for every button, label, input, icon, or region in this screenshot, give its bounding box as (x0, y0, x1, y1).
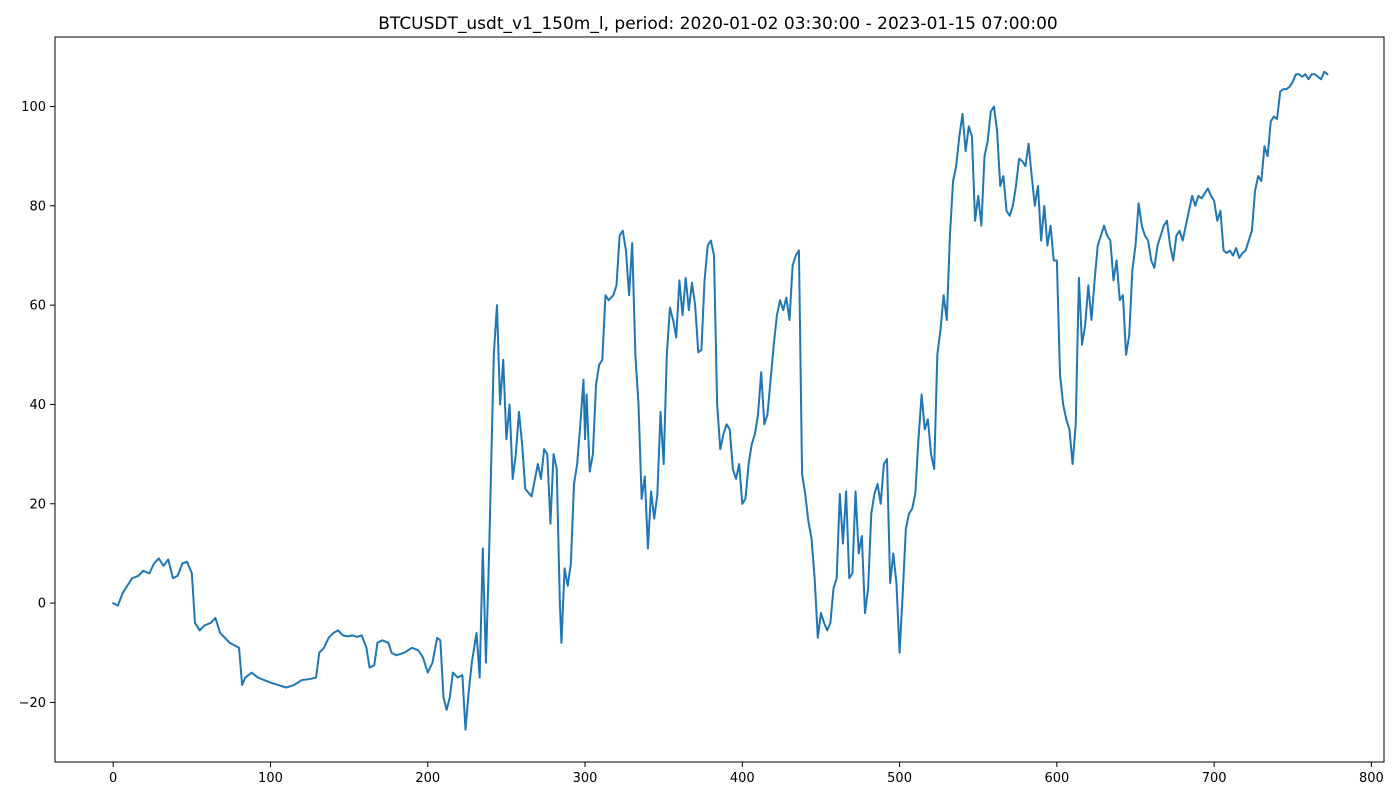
x-tick-label: 300 (573, 771, 598, 786)
chart-title: BTCUSDT_usdt_v1_150m_l, period: 2020-01-… (378, 14, 1057, 34)
x-tick-label: 100 (258, 771, 283, 786)
x-tick-label: 200 (415, 771, 440, 786)
series-layer (112, 70, 1329, 731)
x-tick-label: 700 (1202, 771, 1227, 786)
y-tick-label: 0 (38, 597, 46, 612)
x-axis: 0 100 200 300 400 500 600 700 800 (109, 762, 1384, 786)
y-tick-label: 60 (29, 299, 46, 314)
x-tick-label: 400 (730, 771, 755, 786)
y-tick-label: −20 (19, 696, 46, 711)
series-line-0 (112, 70, 1329, 731)
y-tick-label: 40 (29, 398, 46, 413)
x-tick-label: 600 (1044, 771, 1069, 786)
y-tick-label: 20 (29, 497, 46, 512)
x-tick-label: 500 (887, 771, 912, 786)
y-axis: −20 0 20 40 60 80 100 (19, 100, 55, 711)
plot-area-frame (54, 36, 1385, 763)
x-tick-label: 0 (109, 771, 117, 786)
y-tick-label: 100 (21, 100, 46, 115)
x-tick-label: 800 (1359, 771, 1384, 786)
y-tick-label: 80 (29, 199, 46, 214)
